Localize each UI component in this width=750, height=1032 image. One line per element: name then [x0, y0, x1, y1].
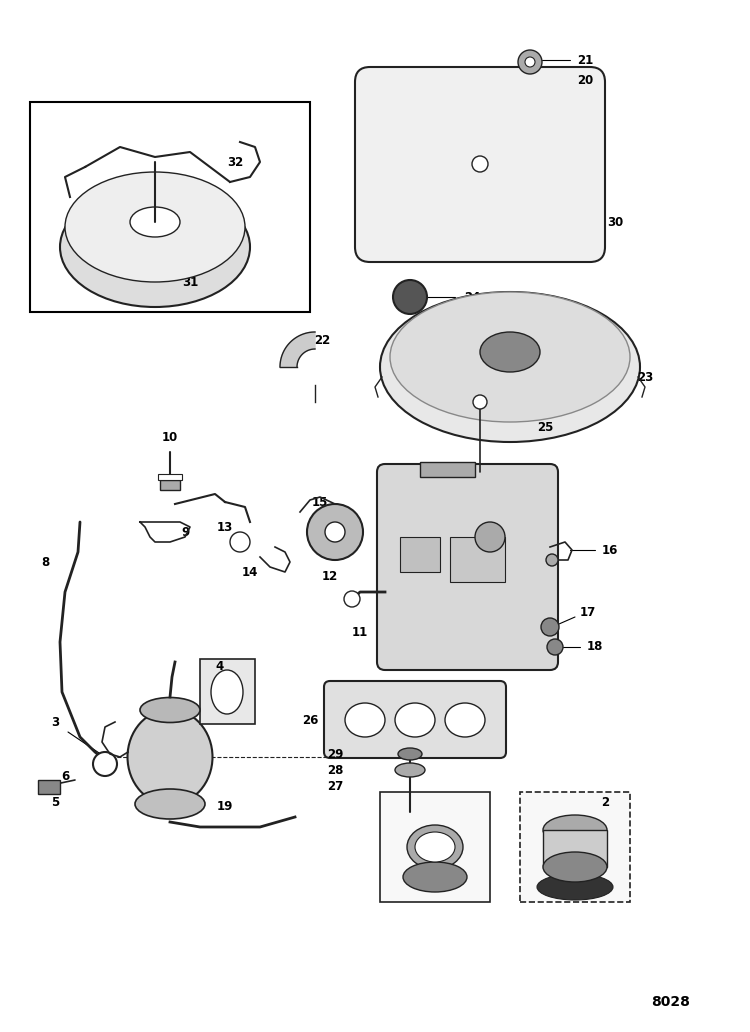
Ellipse shape	[307, 504, 363, 560]
Bar	[400, 537, 440, 572]
Bar	[520, 792, 630, 902]
Ellipse shape	[230, 533, 250, 552]
Text: 8: 8	[41, 555, 50, 569]
Ellipse shape	[60, 187, 250, 307]
Ellipse shape	[390, 292, 630, 422]
Bar	[30, 102, 310, 312]
Text: 19: 19	[217, 801, 233, 813]
Text: 3: 3	[51, 715, 59, 729]
Text: 9: 9	[181, 525, 189, 539]
Ellipse shape	[93, 752, 117, 776]
Ellipse shape	[445, 703, 485, 737]
Ellipse shape	[543, 815, 607, 845]
Text: 1: 1	[151, 701, 159, 713]
Text: 13: 13	[217, 520, 233, 534]
Bar	[543, 830, 607, 867]
Bar	[450, 537, 505, 582]
Ellipse shape	[415, 832, 455, 862]
Text: 32: 32	[227, 156, 243, 168]
Ellipse shape	[135, 789, 205, 819]
Ellipse shape	[546, 554, 558, 566]
Text: 18: 18	[586, 641, 603, 653]
Text: 25: 25	[537, 420, 554, 433]
Text: 23: 23	[637, 370, 653, 384]
Ellipse shape	[547, 639, 563, 655]
Text: 21: 21	[577, 54, 593, 66]
Ellipse shape	[393, 280, 427, 314]
Ellipse shape	[345, 703, 385, 737]
Text: 10: 10	[162, 430, 178, 444]
Bar	[200, 659, 255, 724]
Text: 2: 2	[601, 796, 609, 808]
Text: 11: 11	[352, 625, 368, 639]
Ellipse shape	[128, 710, 212, 805]
Ellipse shape	[130, 207, 180, 237]
Text: 7: 7	[441, 873, 449, 886]
Ellipse shape	[473, 395, 487, 409]
Text: 20: 20	[577, 73, 593, 87]
Text: 28: 28	[327, 764, 344, 776]
Ellipse shape	[480, 332, 540, 372]
Text: 29: 29	[327, 747, 344, 761]
Text: 4: 4	[216, 660, 224, 674]
Ellipse shape	[525, 57, 535, 67]
Bar	[420, 462, 475, 477]
Ellipse shape	[395, 763, 425, 777]
Ellipse shape	[541, 618, 559, 636]
Ellipse shape	[403, 862, 467, 892]
FancyBboxPatch shape	[377, 464, 558, 670]
Ellipse shape	[537, 874, 613, 900]
Ellipse shape	[65, 172, 245, 282]
Ellipse shape	[398, 748, 422, 760]
Text: 14: 14	[242, 566, 258, 579]
Polygon shape	[280, 332, 315, 367]
Bar	[160, 480, 180, 490]
Text: 15: 15	[312, 495, 328, 509]
Text: 31: 31	[182, 276, 198, 289]
Bar	[38, 780, 60, 794]
FancyBboxPatch shape	[355, 67, 605, 262]
Bar	[158, 474, 182, 480]
Ellipse shape	[211, 670, 243, 714]
Ellipse shape	[407, 825, 463, 869]
Text: 30: 30	[607, 216, 623, 228]
Text: 8028: 8028	[651, 995, 690, 1009]
Text: 16: 16	[602, 544, 618, 556]
Text: 17: 17	[580, 606, 596, 618]
Ellipse shape	[543, 852, 607, 882]
Text: 5: 5	[51, 796, 59, 808]
Ellipse shape	[472, 156, 488, 172]
FancyBboxPatch shape	[324, 681, 506, 757]
Ellipse shape	[140, 698, 200, 722]
Text: 26: 26	[302, 713, 318, 727]
Ellipse shape	[475, 522, 505, 552]
Text: 22: 22	[314, 333, 330, 347]
Text: 12: 12	[322, 571, 338, 583]
Bar	[380, 792, 490, 902]
Text: 27: 27	[327, 780, 344, 794]
Text: 24: 24	[464, 290, 480, 303]
Ellipse shape	[395, 703, 435, 737]
Ellipse shape	[344, 591, 360, 607]
Ellipse shape	[518, 50, 542, 74]
Ellipse shape	[380, 292, 640, 442]
Ellipse shape	[325, 522, 345, 542]
Text: 6: 6	[61, 771, 69, 783]
